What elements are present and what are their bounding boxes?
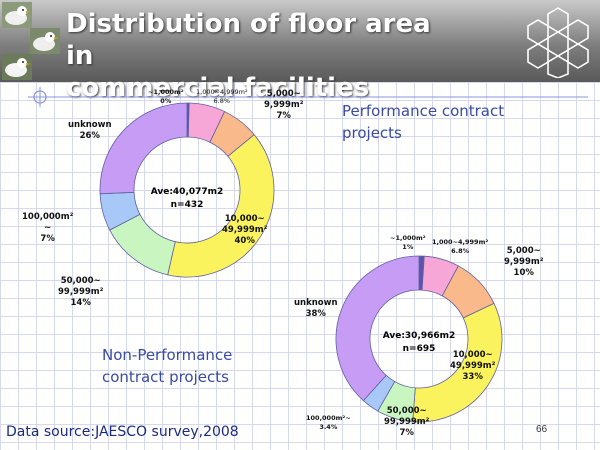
performance-heading: Performance contract projects (342, 100, 504, 144)
chart1-slice-3 (167, 134, 275, 278)
chart2-label-100000-plus: 100,000m²~ 3.4% (306, 414, 351, 431)
decorative-guide-line (28, 87, 588, 107)
grid-background (0, 82, 600, 450)
chart2-label-50000-99999: 50,000~ 99,999m² 7% (384, 406, 430, 438)
nonperformance-heading-line2: contract projects (102, 368, 229, 386)
chart2-label-1000-4999: 1,000~4,999m² 6.8% (432, 238, 489, 255)
chart1-label-10000-49999: 10,000~ 49,999m² 40% (222, 214, 268, 246)
hexagon-logo-icon (527, 7, 589, 78)
chart1-average: Ave:40,077m2 (150, 187, 224, 197)
chart2-label-unknown: unknown 38% (294, 298, 338, 319)
performance-heading-line1: Performance contract (342, 102, 505, 120)
title-banner: Distribution of floor area in commercial… (0, 0, 600, 103)
performance-heading-line2: projects (342, 124, 402, 142)
bird-photo-strip (0, 0, 62, 82)
data-source-note: Data source:JAESCO survey,2008 (6, 424, 239, 440)
bird-icon (2, 54, 32, 80)
page-number: 66 (536, 424, 548, 435)
chart2-label-5000-9999: 5,000~ 9,999m² 10% (504, 246, 544, 278)
nonperformance-heading-line1: Non-Performance (102, 346, 233, 364)
chart1-label-under-1000: ~1,000m² 0% (148, 88, 184, 105)
nonperformance-heading: Non-Performance contract projects (102, 344, 232, 388)
bird-icon (2, 2, 32, 28)
chart1-label-50000-99999: 50,000~ 99,999m² 14% (58, 276, 104, 308)
chart1-slice-6 (99, 102, 188, 195)
bird-icon (30, 28, 60, 54)
chart1-label-5000-9999: 5,000~ 9,999m² 7% (264, 89, 304, 121)
chart2-label-10000-49999: 10,000~ 49,999m² 33% (450, 350, 496, 382)
chart2-label-under-1000: ~1,000m² 1% (390, 234, 426, 251)
chart2-count: n=695 (402, 344, 436, 354)
chart1-label-unknown: unknown 26% (68, 120, 112, 141)
chart1-label-100000-plus: 100,000m² ~ 7% (22, 212, 74, 244)
chart2-center-label: Ave:30,966m2 n=695 (364, 330, 474, 356)
page-title-line1: Distribution of floor area in (66, 9, 431, 71)
chart2-average: Ave:30,966m2 (382, 331, 456, 341)
chart1-center-label: Ave:40,077m2 n=432 (132, 186, 242, 212)
chart2-slice-3 (412, 302, 503, 423)
page-title-line2: commercial facilities (66, 73, 370, 103)
chart1-label-1000-4999: 1,000~4,999m² 6.8% (196, 88, 248, 105)
chart2-slice-6 (335, 255, 420, 402)
page-title: Distribution of floor area in commercial… (66, 8, 446, 104)
chart1-count: n=432 (170, 200, 204, 210)
